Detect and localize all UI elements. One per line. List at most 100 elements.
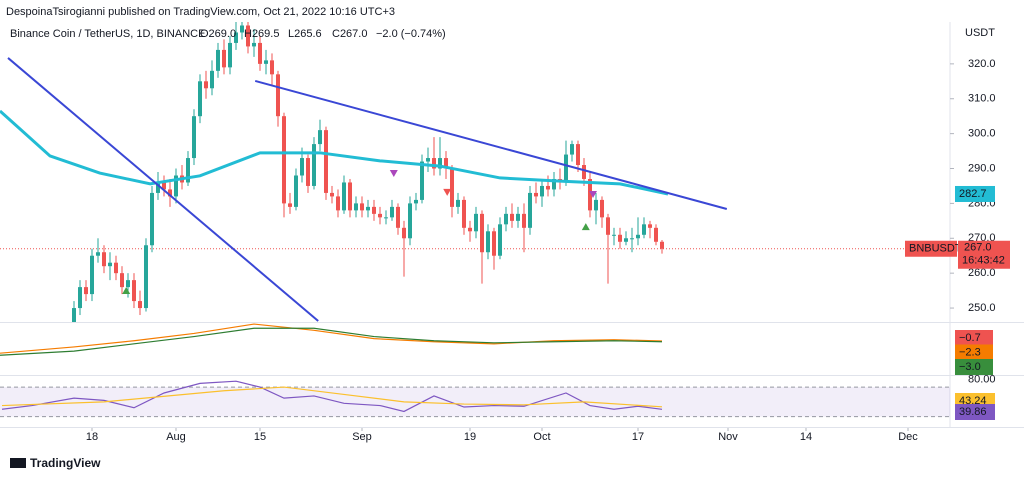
candle-body [515, 213, 520, 221]
candle-body [641, 224, 646, 235]
ohlc-value: O269.0 [200, 28, 236, 40]
x-tick-label: 14 [800, 431, 812, 443]
candle-body [623, 238, 628, 242]
candle-body [629, 238, 634, 240]
candle-body [83, 287, 88, 295]
candle-body [581, 165, 586, 179]
candle-body [521, 213, 526, 228]
candle-body [305, 158, 310, 186]
candle-body [287, 203, 292, 207]
candle-body [341, 182, 346, 211]
candle-body [161, 182, 166, 190]
candle-body [497, 224, 502, 256]
candle-body [551, 178, 556, 190]
candle-body [365, 206, 370, 211]
candle-body [77, 287, 82, 309]
candle-body [389, 206, 394, 218]
candle-body [185, 158, 190, 183]
candle-body [563, 154, 568, 183]
macd-tag-box [955, 344, 993, 361]
candle-body [383, 217, 388, 219]
macd-line [0, 327, 663, 356]
candle-body [659, 241, 664, 249]
signal-marker [122, 286, 131, 294]
candle-body [407, 203, 412, 239]
candle-body [137, 301, 142, 309]
candle-body [269, 60, 274, 75]
signal-marker [588, 190, 597, 198]
candle-body [317, 130, 322, 145]
macd-tag: −2.3 [959, 346, 981, 358]
candle-body [449, 168, 454, 207]
rsi-tag: 39.86 [959, 406, 987, 418]
candle-body [653, 227, 658, 242]
candle-body [371, 206, 376, 214]
candle-body [545, 185, 550, 190]
candle-body [143, 245, 148, 309]
rsi-line [1, 386, 663, 408]
candle-body [173, 175, 178, 197]
ohlc-value: C267.0 [332, 28, 367, 40]
change: −2.0 (−0.74%) [376, 28, 446, 40]
y-tick-label: 320.0 [968, 58, 996, 70]
brand-logo [10, 458, 26, 468]
price-tag-box [958, 240, 1010, 269]
candle-body [527, 192, 532, 228]
signal-marker [443, 188, 452, 196]
candle-body [263, 60, 268, 64]
candle-body [593, 199, 598, 211]
macd-tag: −0.7 [959, 332, 981, 344]
symbol-legend: Binance Coin / TetherUS, 1D, BINANCE [10, 28, 205, 40]
candle-body [197, 81, 202, 117]
candle-body [107, 262, 112, 267]
candle-body [569, 144, 574, 155]
candle-body [599, 199, 604, 218]
candle-body [617, 234, 622, 242]
candle-body [635, 234, 640, 239]
candle-body [323, 130, 328, 193]
candle-body [89, 255, 94, 295]
rsi-tag: 43.24 [959, 395, 987, 407]
candle-body [377, 213, 382, 218]
rsi-tag-box [955, 404, 995, 420]
candle-body [533, 192, 538, 197]
candle-body [437, 158, 442, 169]
candle-body [575, 144, 580, 166]
candle-body [251, 42, 256, 47]
ohlc-value: L265.6 [288, 28, 322, 40]
candle-body [431, 158, 436, 169]
candle-body [275, 74, 280, 117]
x-tick-label: 18 [86, 431, 98, 443]
moving-average [0, 109, 669, 196]
candle-body [353, 203, 358, 211]
candle-body [245, 25, 250, 47]
candle-body [461, 199, 466, 228]
trendline [254, 79, 728, 210]
candle-body [191, 116, 196, 159]
candle-body [425, 158, 430, 162]
ma-tag: 282.7 [959, 188, 987, 200]
candle-body [587, 178, 592, 211]
candle-body [605, 217, 610, 235]
candle-body [281, 116, 286, 204]
x-tick-label: Sep [352, 431, 372, 443]
candle-body [539, 185, 544, 197]
signal-marker [581, 223, 590, 231]
signal-marker [389, 170, 398, 178]
x-tick-label: Dec [898, 431, 918, 443]
candle-body [221, 49, 226, 68]
candle-body [71, 308, 76, 322]
candle-body [443, 158, 448, 169]
macd-line [0, 323, 663, 354]
ohlc-value: H269.5 [244, 28, 279, 40]
y-tick-label: 300.0 [968, 128, 996, 140]
candle-body [101, 252, 106, 267]
y-tick-label: 250.0 [968, 302, 996, 314]
price-tag: 267.0 [964, 242, 992, 254]
rsi-band [0, 387, 950, 417]
candle-body [347, 182, 352, 211]
macd-tag: −3.0 [959, 361, 981, 373]
candle-body [413, 199, 418, 204]
candle-body [479, 213, 484, 253]
